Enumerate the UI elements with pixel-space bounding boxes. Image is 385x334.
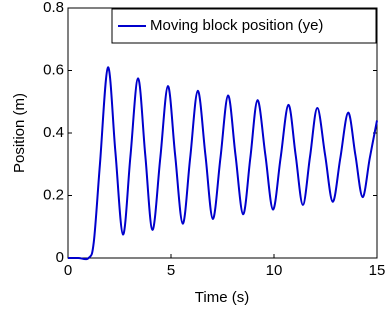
x-tick-label: 5 [167,262,175,279]
x-tick-label: 15 [369,262,385,279]
x-tick-label: 10 [266,262,283,279]
y-tick-label: 0 [56,249,64,266]
data-line [67,66,378,261]
legend-box [111,8,377,44]
y-tick-label: 0.4 [43,124,64,141]
y-tick-label: 0.8 [43,0,64,16]
y-tick-label: 0.6 [43,61,64,78]
x-axis-label: Time (s) [195,289,249,306]
y-axis-label: Position (m) [11,93,28,173]
legend-label: Moving block position (ye) [150,17,323,34]
x-tick-label: 0 [64,262,72,279]
y-tick-label: 0.2 [43,186,64,203]
